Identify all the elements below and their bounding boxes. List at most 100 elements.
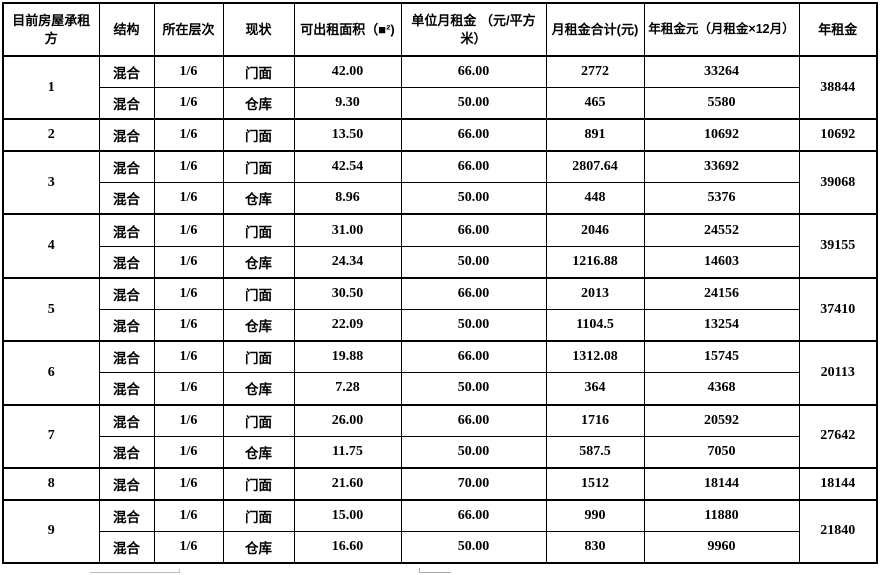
cell-annual-calc: 5580 — [643, 87, 800, 120]
cell-monthly-total: 891 — [545, 118, 645, 152]
table-row: 混合 1/6 仓库 16.60 50.00 830 9960 — [3, 530, 877, 564]
cell-area: 7.28 — [293, 372, 402, 406]
cell-annual-calc: 5376 — [643, 182, 800, 215]
cell-floor: 1/6 — [153, 372, 224, 406]
cell-status: 仓库 — [222, 182, 295, 215]
cell-tenant-number: 6 — [2, 340, 100, 406]
table-row: 4 混合 1/6 门面 31.00 66.00 2046 24552 39155 — [2, 213, 878, 279]
cell-area: 31.00 — [293, 213, 402, 247]
cell-status: 门面 — [222, 403, 295, 437]
cell-monthly-total: 364 — [545, 372, 645, 406]
table-row: 混合 1/6 仓库 7.28 50.00 364 4368 — [3, 372, 877, 406]
cell-structure: 混合 — [98, 372, 155, 406]
cell-unit-rent: 66.00 — [400, 118, 547, 152]
cell-unit-rent: 50.00 — [400, 530, 547, 564]
cell-annual-calc: 11880 — [643, 498, 800, 532]
cell-monthly-total: 2772 — [545, 55, 645, 89]
col-header-annual: 年租金 — [798, 2, 878, 57]
col-header-area: 可出租面积（■²) — [293, 2, 402, 57]
table-row: 混合 1/6 仓库 24.34 50.00 1216.88 14603 — [3, 245, 877, 279]
table-row: 3 混合 1/6 门面 42.54 66.00 2807.64 33692 39068 — [2, 150, 878, 215]
cell-status: 门面 — [222, 118, 295, 152]
cell-floor: 1/6 — [153, 276, 224, 310]
cell-annual-calc: 14603 — [643, 245, 800, 279]
cell-unit-rent: 50.00 — [400, 309, 547, 342]
table-row: 7 混合 1/6 门面 26.00 66.00 1716 20592 27642 — [2, 403, 878, 469]
cell-unit-rent: 70.00 — [400, 466, 547, 501]
rent-table: 目前房屋承租方 结构 所在层次 现状 可出租面积（■²) 单位月租金 （元/平方… — [2, 2, 878, 564]
cell-monthly-total: 2046 — [545, 213, 645, 247]
cell-status: 仓库 — [222, 435, 295, 469]
cell-unit-rent: 50.00 — [400, 245, 547, 279]
cell-monthly-total: 1716 — [545, 403, 645, 437]
cell-status: 仓库 — [222, 245, 295, 279]
cell-floor: 1/6 — [153, 309, 224, 342]
cell-area: 11.75 — [293, 435, 402, 469]
cell-status: 门面 — [222, 276, 295, 310]
cell-structure: 混合 — [98, 276, 155, 310]
cell-floor: 1/6 — [153, 340, 224, 374]
cell-unit-rent: 66.00 — [400, 150, 547, 184]
col-header-monthly-total: 月租金合计(元) — [545, 2, 645, 57]
cell-tenant-number: 8 — [2, 466, 100, 501]
cell-unit-rent: 50.00 — [400, 182, 547, 215]
cell-area: 19.88 — [293, 340, 402, 374]
cell-status: 门面 — [222, 213, 295, 247]
cell-structure: 混合 — [98, 466, 155, 501]
col-header-annual-calc: 年租金元（月租金×12月） — [643, 2, 800, 57]
cell-area: 9.30 — [293, 87, 402, 120]
scan-artifact-center — [419, 568, 451, 573]
cell-annual-total: 39068 — [798, 150, 878, 215]
cell-structure: 混合 — [98, 182, 155, 215]
cell-structure: 混合 — [98, 498, 155, 532]
cell-tenant-number: 2 — [2, 118, 100, 152]
cell-floor: 1/6 — [153, 55, 224, 89]
table-row: 8 混合 1/6 门面 21.60 70.00 1512 18144 18144 — [2, 466, 878, 501]
cell-annual-calc: 10692 — [643, 118, 800, 152]
cell-unit-rent: 50.00 — [400, 435, 547, 469]
cell-annual-calc: 18144 — [643, 466, 800, 501]
cell-annual-calc: 7050 — [643, 435, 800, 469]
table-row: 2 混合 1/6 门面 13.50 66.00 891 10692 10692 — [2, 118, 878, 152]
col-header-tenant: 目前房屋承租方 — [2, 2, 100, 57]
cell-monthly-total: 448 — [545, 182, 645, 215]
cell-status: 门面 — [222, 498, 295, 532]
cell-annual-total: 20113 — [798, 340, 878, 406]
cell-annual-calc: 9960 — [643, 530, 800, 564]
cell-unit-rent: 66.00 — [400, 276, 547, 310]
scan-artifact-left — [90, 569, 180, 573]
cell-unit-rent: 50.00 — [400, 372, 547, 406]
cell-structure: 混合 — [98, 55, 155, 89]
cell-floor: 1/6 — [153, 150, 224, 184]
cell-area: 26.00 — [293, 403, 402, 437]
cell-monthly-total: 1512 — [545, 466, 645, 501]
cell-monthly-total: 2013 — [545, 276, 645, 310]
cell-floor: 1/6 — [153, 182, 224, 215]
cell-status: 门面 — [222, 466, 295, 501]
cell-annual-total: 10692 — [798, 118, 878, 152]
cell-floor: 1/6 — [153, 403, 224, 437]
cell-annual-calc: 20592 — [643, 403, 800, 437]
cell-floor: 1/6 — [153, 245, 224, 279]
cell-annual-total: 37410 — [798, 276, 878, 342]
cell-floor: 1/6 — [153, 87, 224, 120]
cell-annual-calc: 15745 — [643, 340, 800, 374]
cell-area: 8.96 — [293, 182, 402, 215]
cell-structure: 混合 — [98, 118, 155, 152]
cell-structure: 混合 — [98, 213, 155, 247]
cell-floor: 1/6 — [153, 466, 224, 501]
cell-annual-calc: 24156 — [643, 276, 800, 310]
cell-structure: 混合 — [98, 150, 155, 184]
col-header-unit-rent: 单位月租金 （元/平方米） — [400, 2, 547, 57]
col-header-structure: 结构 — [98, 2, 155, 57]
cell-annual-calc: 13254 — [643, 309, 800, 342]
cell-structure: 混合 — [98, 435, 155, 469]
table-header-row: 目前房屋承租方 结构 所在层次 现状 可出租面积（■²) 单位月租金 （元/平方… — [2, 2, 878, 57]
table-row: 6 混合 1/6 门面 19.88 66.00 1312.08 15745 20113 — [2, 340, 878, 406]
cell-unit-rent: 66.00 — [400, 213, 547, 247]
cell-monthly-total: 1312.08 — [545, 340, 645, 374]
cell-annual-total: 18144 — [798, 466, 878, 501]
cell-structure: 混合 — [98, 530, 155, 564]
table-row: 混合 1/6 仓库 11.75 50.00 587.5 7050 — [3, 435, 877, 469]
